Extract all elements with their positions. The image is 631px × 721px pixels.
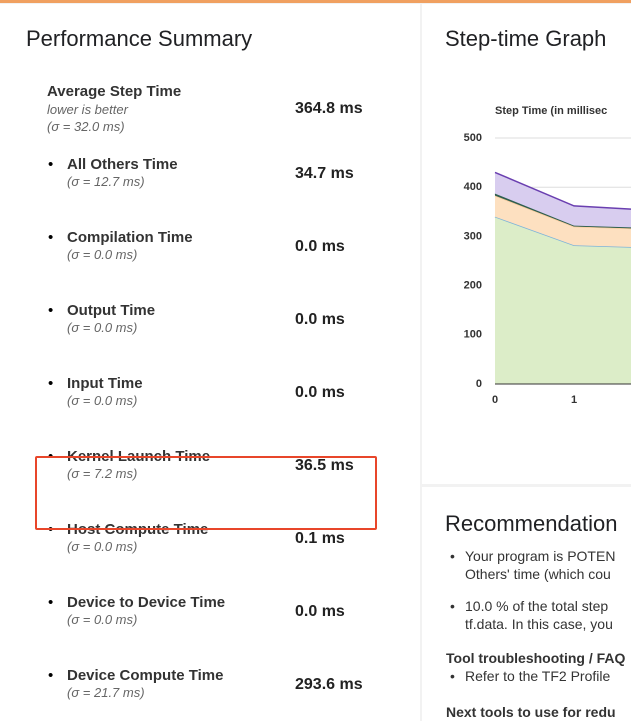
bullet: •: [48, 594, 54, 611]
bullet: •: [48, 667, 54, 684]
recommendation-text: Others' time (which cou: [465, 566, 611, 582]
bullet: •: [450, 598, 455, 614]
area-line: [494, 171, 631, 210]
bullet: •: [48, 375, 54, 392]
metric-label: All Others Time: [67, 156, 178, 173]
metric-row: • Compilation Time (σ = 0.0 ms) 0.0 ms: [0, 229, 420, 299]
bullet: •: [48, 302, 54, 319]
panel-title: Performance Summary: [26, 26, 253, 51]
top-accent: [0, 0, 631, 3]
metric-row: • Input Time (σ = 0.0 ms) 0.0 ms: [0, 375, 420, 445]
metric-label: Device to Device Time: [67, 594, 226, 611]
metric-row: • Host Compute Time (σ = 0.0 ms) 0.1 ms: [0, 521, 420, 591]
area-fill: [495, 216, 631, 384]
metric-value: 34.7 ms: [295, 165, 354, 182]
metric-label: Input Time: [67, 375, 143, 392]
panel-title: Step-time Graph: [445, 26, 607, 51]
bullet: •: [450, 548, 455, 564]
metric-label: Average Step Time: [47, 83, 182, 100]
metric-value: 0.0 ms: [295, 238, 345, 255]
metric-sigma: (σ = 7.2 ms): [67, 466, 138, 481]
metric-row: • Device Compute Time (σ = 21.7 ms) 293.6 m…: [0, 667, 420, 721]
metric-label: Output Time: [67, 302, 156, 319]
y-tick-label: 100: [464, 329, 482, 341]
area-fill: [495, 172, 631, 228]
metric-sigma: (σ = 0.0 ms): [67, 612, 138, 627]
metric-label: Device Compute Time: [67, 667, 224, 684]
recommendation-panel: Recommendation • Your program is POTEN Oth…: [422, 487, 631, 721]
metric-row: • All Others Time (σ = 12.7 ms) 34.7 ms: [0, 156, 420, 226]
metric-sigma: (σ = 0.0 ms): [67, 247, 138, 262]
metric-value: 0.1 ms: [295, 530, 345, 547]
x-tick-label: 0: [492, 394, 498, 406]
y-tick-label: 300: [464, 230, 482, 242]
bullet: •: [48, 156, 54, 173]
section-title: Next tools to use for redu: [446, 704, 616, 720]
y-tick-label: 400: [464, 181, 482, 193]
metric-row: Average Step Time lower is better (σ = 32.…: [0, 83, 420, 153]
metric-value: 293.6 ms: [295, 676, 363, 693]
metric-label: Compilation Time: [67, 229, 193, 246]
bullet: •: [450, 668, 455, 684]
metric-sigma: (σ = 32.0 ms): [47, 119, 125, 134]
metric-value: 0.0 ms: [295, 603, 345, 620]
panel-title: Recommendation: [445, 511, 618, 536]
metric-row: • Output Time (σ = 0.0 ms) 0.0 ms: [0, 302, 420, 372]
graph-panel: Step-time Graph Step Time (in millisec 0…: [422, 4, 631, 484]
metric-sigma: (σ = 0.0 ms): [67, 393, 138, 408]
faq-text: Refer to the TF2 Profile: [465, 668, 611, 684]
metric-row: • Device to Device Time (σ = 0.0 ms) 0.0 ms: [0, 594, 420, 664]
chart-title: Step Time (in millisec: [495, 105, 607, 117]
summary-panel: Performance Summary Average Step Time low…: [0, 4, 420, 721]
chart: Step Time (in millisec 0 100 200 300 400 500 0…: [464, 105, 631, 406]
highlight-box: [35, 456, 377, 530]
recommendation-text: 10.0 % of the total step: [465, 598, 609, 614]
bullet: •: [48, 229, 54, 246]
y-tick-label: 0: [476, 378, 482, 390]
metric-sigma: (σ = 0.0 ms): [67, 320, 138, 335]
metric-value: 36.5 ms: [295, 457, 354, 474]
section-title: Tool troubleshooting / FAQ: [446, 650, 626, 666]
y-tick-label: 500: [464, 132, 482, 144]
area-fill: [495, 195, 631, 248]
metric-sigma: (σ = 12.7 ms): [67, 174, 145, 189]
metric-note: lower is better: [47, 102, 128, 117]
recommendation-text: Your program is POTEN: [465, 548, 616, 564]
metric-sigma: (σ = 0.0 ms): [67, 539, 138, 554]
metric-value: 0.0 ms: [295, 384, 345, 401]
recommendation-text: tf.data. In this case, you: [465, 616, 613, 632]
metric-value: 0.0 ms: [295, 311, 345, 328]
metric-value: 364.8 ms: [295, 100, 363, 117]
x-tick-label: 1: [571, 394, 577, 406]
y-tick-label: 200: [464, 280, 482, 292]
metric-sigma: (σ = 21.7 ms): [67, 685, 145, 700]
